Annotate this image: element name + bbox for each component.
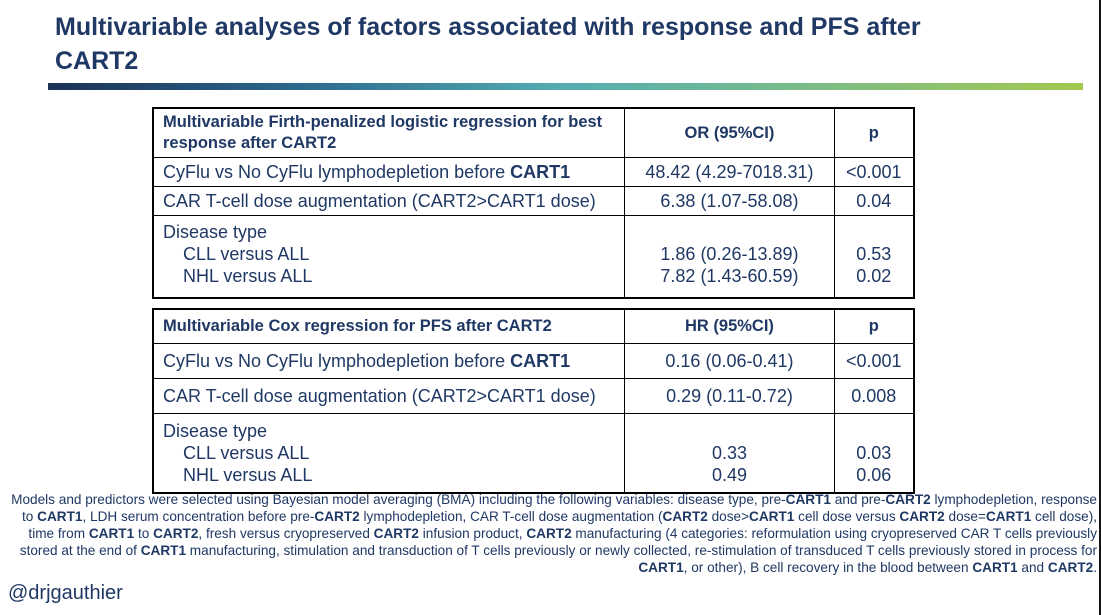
title-underline-gradient [48,83,1083,90]
row-p-value: 0.008 [833,378,915,414]
row-p-value: 0.04 [833,186,915,216]
sub-row-label: NHL versus ALL [183,465,313,485]
methods-footnote: Models and predictors were selected usin… [11,492,1097,575]
group-label: Disease type [163,222,268,242]
group-label-cell: Disease type CLL versus ALL NHL versus A… [152,215,626,299]
logistic-regression-table: Multivariable Firth-penalized logistic r… [152,107,915,299]
table-header-row: Multivariable Firth-penalized logistic r… [152,107,915,158]
table2-header-label: Multivariable Cox regression for PFS aft… [152,308,626,344]
row-value: 48.42 (4.29-7018.31) [624,157,835,187]
group-value-cell: 1.86 (0.26-13.89) 7.82 (1.43-60.59) [624,215,835,299]
row-p-value: <0.001 [833,343,915,379]
sub-row-p-value: 0.03 [856,443,892,463]
group-p-cell: 0.03 0.06 [833,413,915,494]
sub-row-label: NHL versus ALL [183,266,313,286]
sub-row-label: CLL versus ALL [183,244,310,264]
table-header-row: Multivariable Cox regression for PFS aft… [152,308,915,344]
cox-regression-table: Multivariable Cox regression for PFS aft… [152,308,915,494]
table1-header-p: p [833,107,915,158]
table2-header-p: p [833,308,915,344]
row-value: 6.38 (1.07-58.08) [624,186,835,216]
row-label: CyFlu vs No CyFlu lymphodepletion before… [152,157,626,187]
sub-row-value: 7.82 (1.43-60.59) [660,266,799,286]
table-row: CyFlu vs No CyFlu lymphodepletion before… [152,157,915,187]
table-group-row: Disease type CLL versus ALL NHL versus A… [152,413,915,494]
sub-row-value: 0.33 [711,443,747,463]
group-value-cell: 0.33 0.49 [624,413,835,494]
row-label: CAR T-cell dose augmentation (CART2>CART… [152,186,626,216]
row-p-value: <0.001 [833,157,915,187]
page-title: Multivariable analyses of factors associ… [55,13,921,75]
sub-row-p-value: 0.02 [856,266,892,286]
table-group-row: Disease type CLL versus ALL NHL versus A… [152,215,915,299]
sub-row-value: 1.86 (0.26-13.89) [660,244,799,264]
row-label: CyFlu vs No CyFlu lymphodepletion before… [152,343,626,379]
spacer [844,221,904,243]
sub-row-p-value: 0.53 [856,244,892,264]
table1-header-or: OR (95%CI) [624,107,835,158]
group-label-cell: Disease type CLL versus ALL NHL versus A… [152,413,626,494]
row-value: 0.29 (0.11-0.72) [624,378,835,414]
sub-row-p-value: 0.06 [856,465,892,485]
table-row: CyFlu vs No CyFlu lymphodepletion before… [152,343,915,379]
table-row: CAR T-cell dose augmentation (CART2>CART… [152,378,915,414]
screen-right-edge-line [1099,0,1101,615]
row-value: 0.16 (0.06-0.41) [624,343,835,379]
table2-header-hr: HR (95%CI) [624,308,835,344]
sub-row-value: 0.49 [711,465,747,485]
sub-row-label: CLL versus ALL [183,443,310,463]
group-p-cell: 0.53 0.02 [833,215,915,299]
twitter-handle: @drjgauthier [8,582,123,604]
spacer [634,420,824,442]
spacer [844,420,904,442]
group-label: Disease type [163,421,268,441]
row-label: CAR T-cell dose augmentation (CART2>CART… [152,378,626,414]
table1-header-label: Multivariable Firth-penalized logistic r… [152,107,626,158]
table-row: CAR T-cell dose augmentation (CART2>CART… [152,186,915,216]
spacer [634,221,824,243]
